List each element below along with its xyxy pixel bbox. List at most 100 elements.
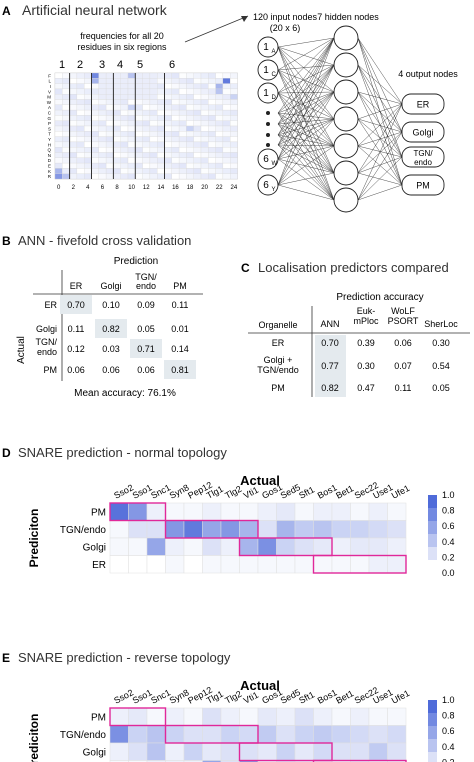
heatmap-cell: [165, 725, 185, 744]
actual-location-outline: [164, 724, 259, 744]
heatmap-cell: [149, 78, 158, 84]
heatmap-cell: [171, 120, 180, 127]
heatmap-cell: [149, 147, 158, 153]
matrix-row-header-2: endo: [37, 347, 57, 357]
heatmap-cell: [350, 520, 370, 539]
heatmap-cell: [157, 141, 165, 148]
heatmap-cell: [171, 157, 180, 164]
heatmap-cell: [69, 168, 78, 174]
heatmap-cell: [142, 157, 151, 164]
connection-line: [357, 64, 403, 105]
heatmap-cell: [193, 168, 202, 174]
heatmap-cell: [76, 78, 85, 84]
legend-swatch: [428, 534, 437, 547]
heatmap-cell: [69, 125, 78, 132]
connection-line: [277, 37, 335, 94]
heatmap-cell: [105, 173, 114, 180]
input-node-sub: Y: [272, 187, 276, 193]
heatmap-cell: [113, 115, 121, 121]
heatmap-cell: [128, 725, 148, 744]
heatmap-cell: [135, 78, 143, 84]
panel-c: C Localisation predictors compared Predi…: [241, 260, 470, 397]
heatmap-y-title: Prediciton: [27, 714, 41, 762]
aa-label: Y: [48, 137, 51, 142]
heatmap-cell: [200, 131, 209, 137]
connection-line: [277, 92, 335, 147]
legend-swatch: [428, 521, 437, 534]
heatmap-cell: [331, 707, 351, 726]
heatmap-cell: [98, 125, 107, 132]
heatmap-cell: [127, 141, 136, 148]
heatmap-row-label: TGN/endo: [60, 730, 107, 741]
heatmap-cell: [164, 83, 172, 90]
heatmap-cell: [76, 157, 85, 164]
aa-label: E: [48, 164, 51, 169]
heatmap-cell: [186, 99, 194, 105]
heatmap-cell: [230, 78, 238, 84]
heatmap-cell: [98, 104, 107, 111]
heatmap-cell: [350, 742, 370, 761]
heatmap-cell: [208, 141, 216, 148]
heatmap-cell: [200, 136, 209, 143]
heatmap-col-label: Ufe1: [390, 483, 411, 501]
heatmap-cell: [142, 120, 151, 127]
heatmap-cell: [215, 136, 224, 143]
heatmap-cell: [149, 152, 158, 158]
heatmap-cell: [105, 78, 114, 84]
aa-label: D: [48, 158, 52, 163]
heatmap-cell: [135, 72, 143, 79]
heatmap-cell: [127, 162, 136, 169]
heatmap-cell: [313, 725, 333, 744]
heatmap-cell: [202, 502, 222, 521]
input-node-main: 1: [263, 88, 269, 99]
table-cell: 0.54: [432, 361, 450, 371]
heatmap-cell: [98, 168, 107, 174]
heatmap-cell: [350, 555, 370, 574]
heatmap-cell: [127, 125, 136, 132]
heatmap-cell: [208, 109, 216, 116]
heatmap-cell: [171, 147, 180, 153]
input-node-sub: C: [272, 72, 277, 78]
table-col-header: ANN: [320, 319, 339, 329]
connection-line: [277, 91, 335, 94]
heatmap-cell: [193, 72, 202, 79]
heatmap-cell: [257, 520, 277, 539]
matrix-cell: 0.01: [171, 324, 189, 334]
heatmap-cell: [164, 78, 172, 84]
heatmap-cell: [331, 502, 351, 521]
heatmap-cell: [149, 120, 158, 127]
heatmap-cell: [91, 94, 99, 100]
heatmap-cell: [127, 173, 136, 180]
heatmap-cell: [200, 168, 209, 174]
heatmap-row-label: PM: [91, 712, 106, 723]
heatmap-cell: [294, 725, 314, 744]
heatmap-cell: [200, 147, 209, 153]
heatmap-cell: [164, 115, 172, 121]
heatmap-cell: [69, 131, 78, 137]
heatmap-cell: [276, 555, 296, 574]
heatmap-cell: [208, 147, 216, 153]
heatmap-cell: [193, 78, 202, 84]
heatmap-col-label: Sft1: [297, 484, 316, 500]
heatmap-cell: [120, 168, 129, 174]
matrix-col-header-2: endo: [136, 281, 156, 291]
table-cell: 0.70: [321, 338, 339, 348]
heatmap-cell: [202, 555, 222, 574]
connection-line: [277, 123, 335, 147]
heatmap-cell: [135, 141, 143, 148]
connection-line: [277, 118, 335, 160]
legend-label: 0.8: [442, 506, 455, 516]
freq-arrow-head: [241, 16, 248, 22]
heatmap-cell: [146, 502, 166, 521]
heatmap-cell: [54, 136, 63, 143]
heatmap-cell: [239, 520, 259, 539]
heatmap-cell: [127, 83, 136, 90]
heatmap-cell: [157, 109, 165, 116]
heatmap-cell: [62, 131, 70, 137]
heatmap-cell: [178, 157, 187, 164]
heatmap-cell: [157, 147, 165, 153]
heatmap-cell: [193, 120, 202, 127]
heatmap-cell: [331, 742, 351, 761]
